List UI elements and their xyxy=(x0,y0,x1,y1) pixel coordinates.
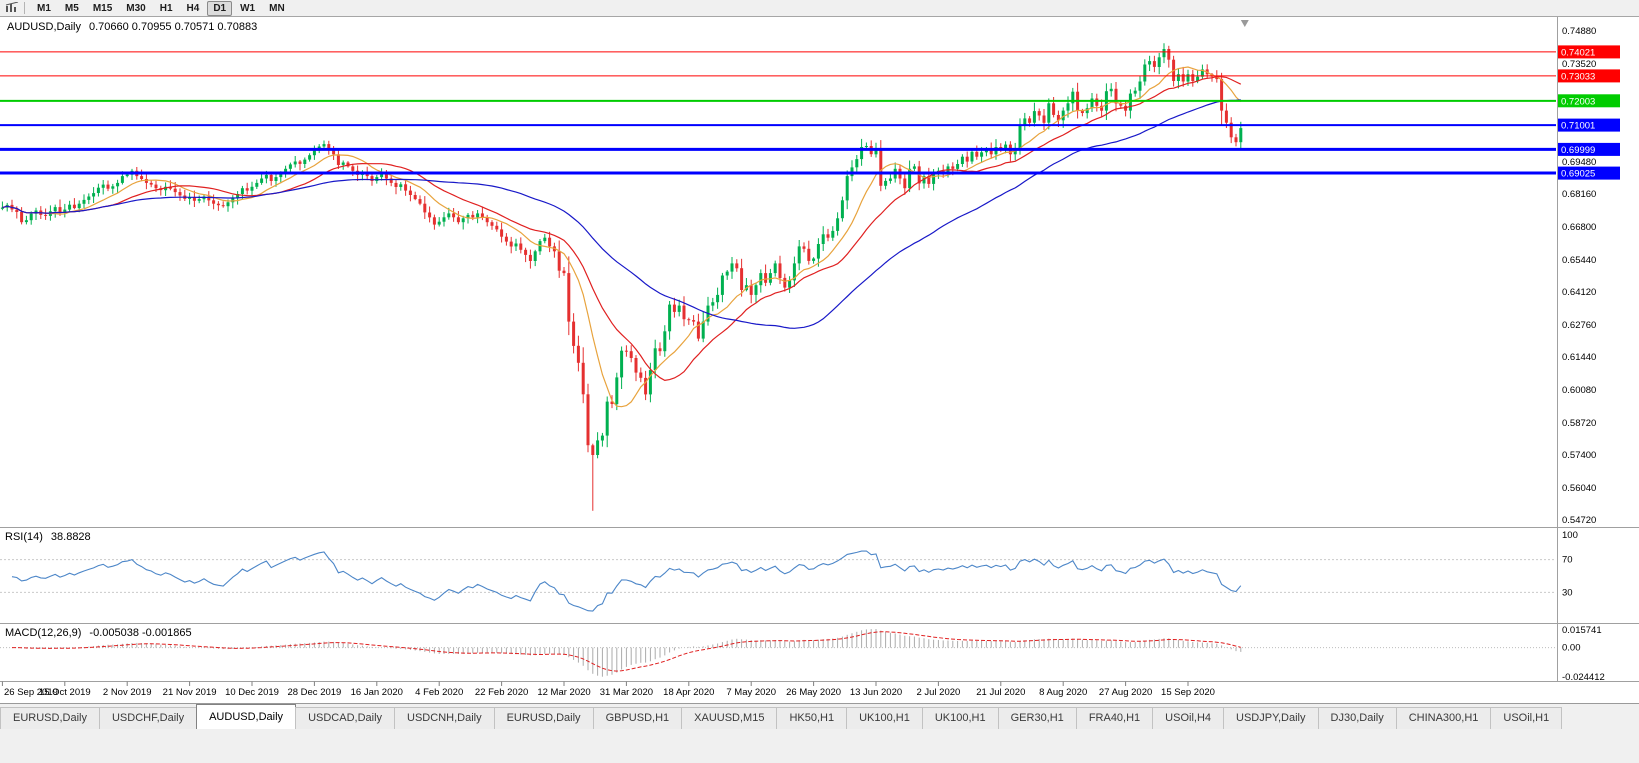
svg-text:2 Nov 2019: 2 Nov 2019 xyxy=(103,687,152,698)
svg-text:0.56040: 0.56040 xyxy=(1562,483,1596,494)
svg-text:0.015741: 0.015741 xyxy=(1562,625,1602,636)
chart-tool-icon[interactable] xyxy=(3,1,21,16)
svg-text:15 Sep 2020: 15 Sep 2020 xyxy=(1161,687,1215,698)
timeframe-button-d1[interactable]: D1 xyxy=(207,0,233,16)
svg-text:10 Dec 2019: 10 Dec 2019 xyxy=(225,687,279,698)
svg-text:0.74880: 0.74880 xyxy=(1562,26,1596,37)
svg-text:0.65440: 0.65440 xyxy=(1562,255,1596,266)
svg-text:30: 30 xyxy=(1562,587,1573,598)
svg-text:0.72003: 0.72003 xyxy=(1561,96,1595,107)
svg-text:13 Jun 2020: 13 Jun 2020 xyxy=(850,687,902,698)
svg-text:0.74021: 0.74021 xyxy=(1561,47,1595,58)
svg-text:28 Dec 2019: 28 Dec 2019 xyxy=(287,687,341,698)
timeframe-buttons-group: M1 M5 M15 M30 H1 H4 D1 W1 MN xyxy=(30,0,292,16)
chart-tab-11-ger30-h1[interactable]: GER30,H1 xyxy=(997,707,1077,729)
chart-tab-12-fra40-h1[interactable]: FRA40,H1 xyxy=(1075,707,1154,729)
timeframe-button-m5[interactable]: M5 xyxy=(59,1,85,16)
svg-text:2 Jul 2020: 2 Jul 2020 xyxy=(916,687,960,698)
svg-text:0.57400: 0.57400 xyxy=(1562,450,1596,461)
svg-text:0.64120: 0.64120 xyxy=(1562,287,1596,298)
svg-text:0.73520: 0.73520 xyxy=(1562,59,1596,70)
svg-text:22 Feb 2020: 22 Feb 2020 xyxy=(475,687,528,698)
timeframe-button-m15[interactable]: M15 xyxy=(87,1,118,16)
chart-tab-14-usdjpy-daily[interactable]: USDJPY,Daily xyxy=(1223,707,1319,729)
svg-text:16 Jan 2020: 16 Jan 2020 xyxy=(351,687,403,698)
svg-text:0.73033: 0.73033 xyxy=(1561,71,1595,82)
svg-text:0.54720: 0.54720 xyxy=(1562,515,1596,526)
svg-text:26 May 2020: 26 May 2020 xyxy=(786,687,841,698)
svg-text:8 Aug 2020: 8 Aug 2020 xyxy=(1039,687,1087,698)
svg-text:21 Nov 2019: 21 Nov 2019 xyxy=(163,687,217,698)
timeframe-button-mn[interactable]: MN xyxy=(263,1,291,16)
svg-text:0.71001: 0.71001 xyxy=(1561,121,1595,132)
timeframe-button-m30[interactable]: M30 xyxy=(120,1,151,16)
svg-text:-0.024412: -0.024412 xyxy=(1562,672,1605,683)
chart-tab-4-usdcnh-daily[interactable]: USDCNH,Daily xyxy=(394,707,495,729)
mt4-window: M1 M5 M15 M30 H1 H4 D1 W1 MN 0.74021 0.73033 0.720… xyxy=(0,0,1639,729)
svg-text:15 Oct 2019: 15 Oct 2019 xyxy=(39,687,91,698)
svg-text:4 Feb 2020: 4 Feb 2020 xyxy=(415,687,463,698)
chart-tab-7-xauusd-m15[interactable]: XAUUSD,M15 xyxy=(681,707,778,729)
svg-text:26 Sep 2019: 26 Sep 2019 xyxy=(4,687,58,698)
svg-text:21 Jul 2020: 21 Jul 2020 xyxy=(976,687,1025,698)
svg-text:0.58720: 0.58720 xyxy=(1562,418,1596,429)
chart-tab-16-china300-h1[interactable]: CHINA300,H1 xyxy=(1395,707,1492,729)
svg-text:0.60080: 0.60080 xyxy=(1562,385,1596,396)
svg-text:0.69480: 0.69480 xyxy=(1562,157,1596,168)
chart-tab-10-uk100-h1[interactable]: UK100,H1 xyxy=(921,707,999,729)
chart-tab-13-usoil-h4[interactable]: USOil,H4 xyxy=(1152,707,1225,729)
svg-text:0.62760: 0.62760 xyxy=(1562,320,1596,331)
chart-tab-2-audusd-daily[interactable]: AUDUSD,Daily xyxy=(196,704,297,729)
svg-text:27 Aug 2020: 27 Aug 2020 xyxy=(1099,687,1152,698)
chart-tab-0-eurusd-daily[interactable]: EURUSD,Daily xyxy=(0,707,100,729)
svg-text:12 Mar 2020: 12 Mar 2020 xyxy=(537,687,590,698)
chart-canvas[interactable]: 0.74021 0.73033 0.72003 0.71001 0.69999 0.690… xyxy=(0,17,1639,703)
chart-tab-1-usdchf-daily[interactable]: USDCHF,Daily xyxy=(98,707,198,729)
timeframe-button-m1[interactable]: M1 xyxy=(31,1,57,16)
svg-text:0.66800: 0.66800 xyxy=(1562,222,1596,233)
toolbar-separator xyxy=(24,2,25,14)
chart-tab-bar: EURUSD,Daily USDCHF,Daily AUDUSD,Daily USDC… xyxy=(0,703,1639,729)
svg-text:0.69025: 0.69025 xyxy=(1561,169,1595,180)
chart-tab-9-uk100-h1[interactable]: UK100,H1 xyxy=(846,707,923,729)
svg-text:18 Apr 2020: 18 Apr 2020 xyxy=(663,687,714,698)
chart-tab-17-usoil-h1[interactable]: USOil,H1 xyxy=(1490,707,1563,729)
svg-text:0.00: 0.00 xyxy=(1562,643,1581,654)
chart-area[interactable]: 0.74021 0.73033 0.72003 0.71001 0.69999 0.690… xyxy=(0,17,1639,703)
timeframe-toolbar: M1 M5 M15 M30 H1 H4 D1 W1 MN xyxy=(0,0,1639,17)
timeframe-button-h4[interactable]: H4 xyxy=(181,1,206,16)
chart-tab-5-eurusd-daily[interactable]: EURUSD,Daily xyxy=(493,707,594,729)
chart-tab-15-dj30-daily[interactable]: DJ30,Daily xyxy=(1317,707,1397,729)
svg-text:70: 70 xyxy=(1562,555,1573,566)
svg-text:100: 100 xyxy=(1562,530,1578,541)
chart-tab-6-gbpusd-h1[interactable]: GBPUSD,H1 xyxy=(592,707,683,729)
timeframe-button-h1[interactable]: H1 xyxy=(154,1,179,16)
timeframe-button-w1[interactable]: W1 xyxy=(234,1,261,16)
svg-text:31 Mar 2020: 31 Mar 2020 xyxy=(600,687,653,698)
chart-tab-3-usdcad-daily[interactable]: USDCAD,Daily xyxy=(295,707,396,729)
chart-tab-8-hk50-h1[interactable]: HK50,H1 xyxy=(776,707,848,729)
svg-text:0.69999: 0.69999 xyxy=(1561,145,1595,156)
svg-text:0.68160: 0.68160 xyxy=(1562,189,1596,200)
svg-text:7 May 2020: 7 May 2020 xyxy=(726,687,776,698)
svg-text:0.61440: 0.61440 xyxy=(1562,352,1596,363)
